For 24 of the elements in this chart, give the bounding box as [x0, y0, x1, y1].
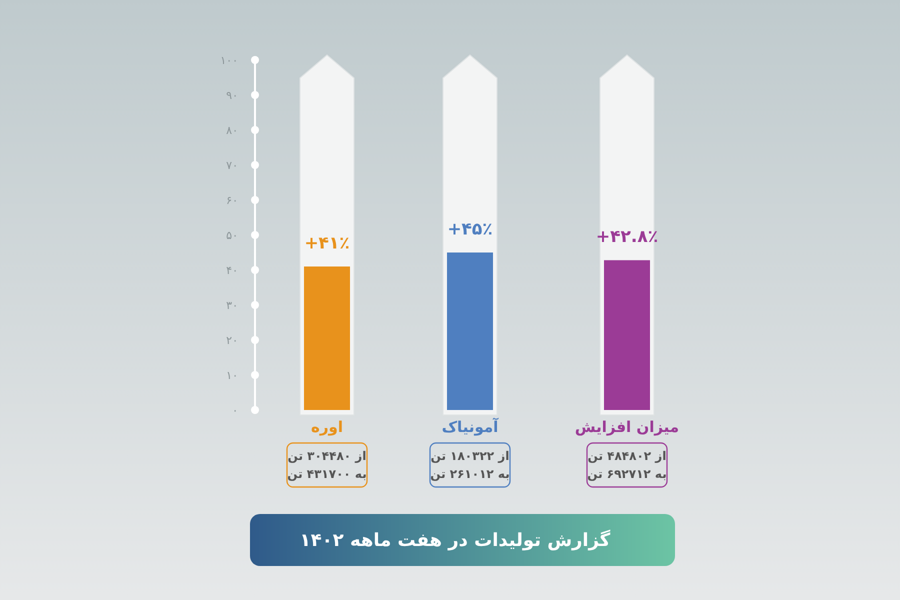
x-tick-label: اوره	[311, 418, 343, 436]
text: به ۴۳۱۷۰۰ تن	[287, 467, 367, 481]
data-label: +۴۵٪	[447, 220, 493, 240]
y-tick-label: ۱۰	[226, 369, 238, 382]
y-tick-label: ۹۰	[226, 89, 238, 102]
text: از ۴۸۴۸۰۲ تن	[588, 449, 666, 463]
y-tick-label: ۴۰	[226, 264, 238, 277]
y-tick-label: ۱۰۰	[220, 54, 238, 67]
y-tick-label: ۵۰	[226, 229, 238, 242]
text: گزارش تولیدات در هفت ماهه ۱۴۰۲	[300, 529, 611, 551]
x-tick-label: میزان افزایش	[574, 418, 680, 436]
y-tick-label: ۷۰	[226, 159, 238, 172]
y-tick-label: ۸۰	[226, 124, 238, 137]
x-tick-label: آمونیاک	[442, 417, 500, 436]
y-tick-label: ۲۰	[226, 334, 238, 347]
y-tick-label: ۶۰	[226, 194, 238, 207]
text: به ۶۹۲۷۱۲ تن	[587, 467, 667, 481]
y-tick-label: ۰	[232, 404, 238, 417]
text: به ۲۶۱۰۱۲ تن	[430, 467, 510, 481]
text: از ۳۰۴۴۸۰ تن	[288, 449, 366, 463]
data-label: +۴۲.۸٪	[596, 227, 658, 248]
text: از ۱۸۰۳۲۲ تن	[430, 449, 510, 463]
data-label: +۴۱٪	[304, 234, 350, 254]
y-tick-label: ۳۰	[226, 299, 238, 312]
